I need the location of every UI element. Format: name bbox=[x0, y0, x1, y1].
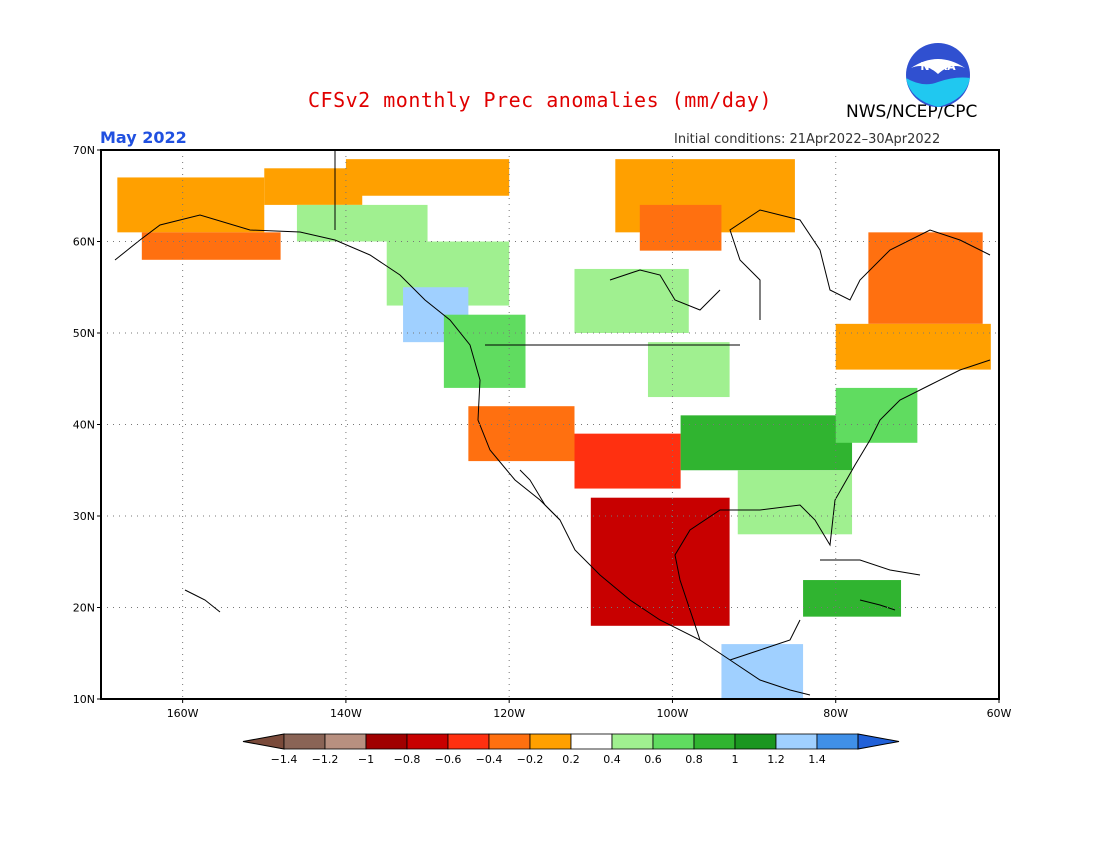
colorbar-label: 0.6 bbox=[644, 753, 662, 766]
colorbar-label: 0.8 bbox=[685, 753, 703, 766]
noaa-logo: NOAA bbox=[906, 43, 970, 107]
anomaly-region bbox=[443, 314, 526, 388]
longitude-label: 140W bbox=[330, 707, 362, 720]
colorbar-box bbox=[693, 733, 736, 750]
longitude-label: 120W bbox=[493, 707, 525, 720]
colorbar-box bbox=[734, 733, 777, 750]
hawaii-islands bbox=[184, 589, 221, 613]
anomaly-regions bbox=[117, 159, 991, 699]
colorbar-right-arrow bbox=[857, 733, 900, 750]
colorbar-label: −0.4 bbox=[476, 753, 503, 766]
anomaly-region bbox=[296, 204, 428, 242]
organization-label: NWS/NCEP/CPC bbox=[846, 102, 978, 122]
anomaly-region bbox=[647, 342, 730, 398]
colorbar-box bbox=[324, 733, 367, 750]
coastline bbox=[820, 559, 921, 576]
anomaly-region bbox=[117, 177, 265, 233]
colorbar-box bbox=[488, 733, 531, 750]
colorbar-boxes bbox=[242, 733, 900, 750]
anomaly-region bbox=[835, 323, 991, 370]
latitude-label: 50N bbox=[73, 327, 95, 340]
longitude-label: 60W bbox=[987, 707, 1012, 720]
colorbar-box bbox=[611, 733, 654, 750]
coastline bbox=[859, 599, 896, 611]
colorbar-label: 0.2 bbox=[562, 753, 580, 766]
colorbar-label: −1.4 bbox=[271, 753, 298, 766]
anomaly-region bbox=[680, 415, 853, 471]
longitude-label: 160W bbox=[167, 707, 199, 720]
colorbar-label: −0.8 bbox=[394, 753, 421, 766]
latitude-label: 40N bbox=[73, 419, 95, 432]
anomaly-region bbox=[574, 268, 689, 333]
colorbar-label: 1.4 bbox=[808, 753, 826, 766]
colorbar-label: 0.4 bbox=[603, 753, 621, 766]
colorbar-box bbox=[283, 733, 326, 750]
colorbar-label: −0.2 bbox=[517, 753, 544, 766]
noaa-logo-text: NOAA bbox=[920, 60, 956, 73]
map-title: CFSv2 monthly Prec anomalies (mm/day) bbox=[307, 88, 773, 112]
anomaly-region bbox=[803, 580, 902, 617]
colorbar-box bbox=[570, 733, 613, 750]
colorbar-label: −1 bbox=[358, 753, 374, 766]
anomaly-region bbox=[835, 387, 918, 443]
coastline bbox=[609, 269, 721, 311]
coastline bbox=[674, 359, 991, 641]
colorbar-label: 1.2 bbox=[767, 753, 785, 766]
colorbar-box bbox=[447, 733, 490, 750]
colorbar-box bbox=[529, 733, 572, 750]
anomaly-region bbox=[868, 232, 983, 324]
latitude-label: 10N bbox=[73, 693, 95, 706]
latitude-label: 30N bbox=[73, 510, 95, 523]
anomaly-region bbox=[574, 433, 681, 489]
anomaly-region bbox=[141, 232, 281, 260]
coastline bbox=[729, 209, 991, 320]
latitude-label: 70N bbox=[73, 144, 95, 157]
anomaly-region bbox=[468, 406, 575, 462]
colorbar-box bbox=[652, 733, 695, 750]
colorbar-box bbox=[406, 733, 449, 750]
colorbar-label: −0.6 bbox=[435, 753, 462, 766]
coastline bbox=[114, 214, 811, 696]
anomaly-region bbox=[737, 470, 853, 535]
colorbar-box bbox=[365, 733, 408, 750]
coastline bbox=[729, 619, 801, 661]
longitude-label: 100W bbox=[657, 707, 689, 720]
latitude-label: 60N bbox=[73, 236, 95, 249]
coastline bbox=[519, 469, 561, 521]
longitude-label: 80W bbox=[823, 707, 848, 720]
colorbar-label: 1 bbox=[732, 753, 739, 766]
initial-conditions-label: Initial conditions: 21Apr2022–30Apr2022 bbox=[674, 132, 941, 147]
colorbar-box bbox=[816, 733, 859, 750]
colorbar-label: −1.2 bbox=[312, 753, 339, 766]
coastlines bbox=[114, 150, 991, 696]
colorbar-box bbox=[775, 733, 818, 750]
anomaly-region bbox=[639, 204, 722, 251]
latitude-label: 20N bbox=[73, 602, 95, 615]
colorbar-left-arrow bbox=[242, 733, 285, 750]
anomaly-region bbox=[345, 159, 510, 196]
forecast-month-label: May 2022 bbox=[100, 128, 187, 147]
